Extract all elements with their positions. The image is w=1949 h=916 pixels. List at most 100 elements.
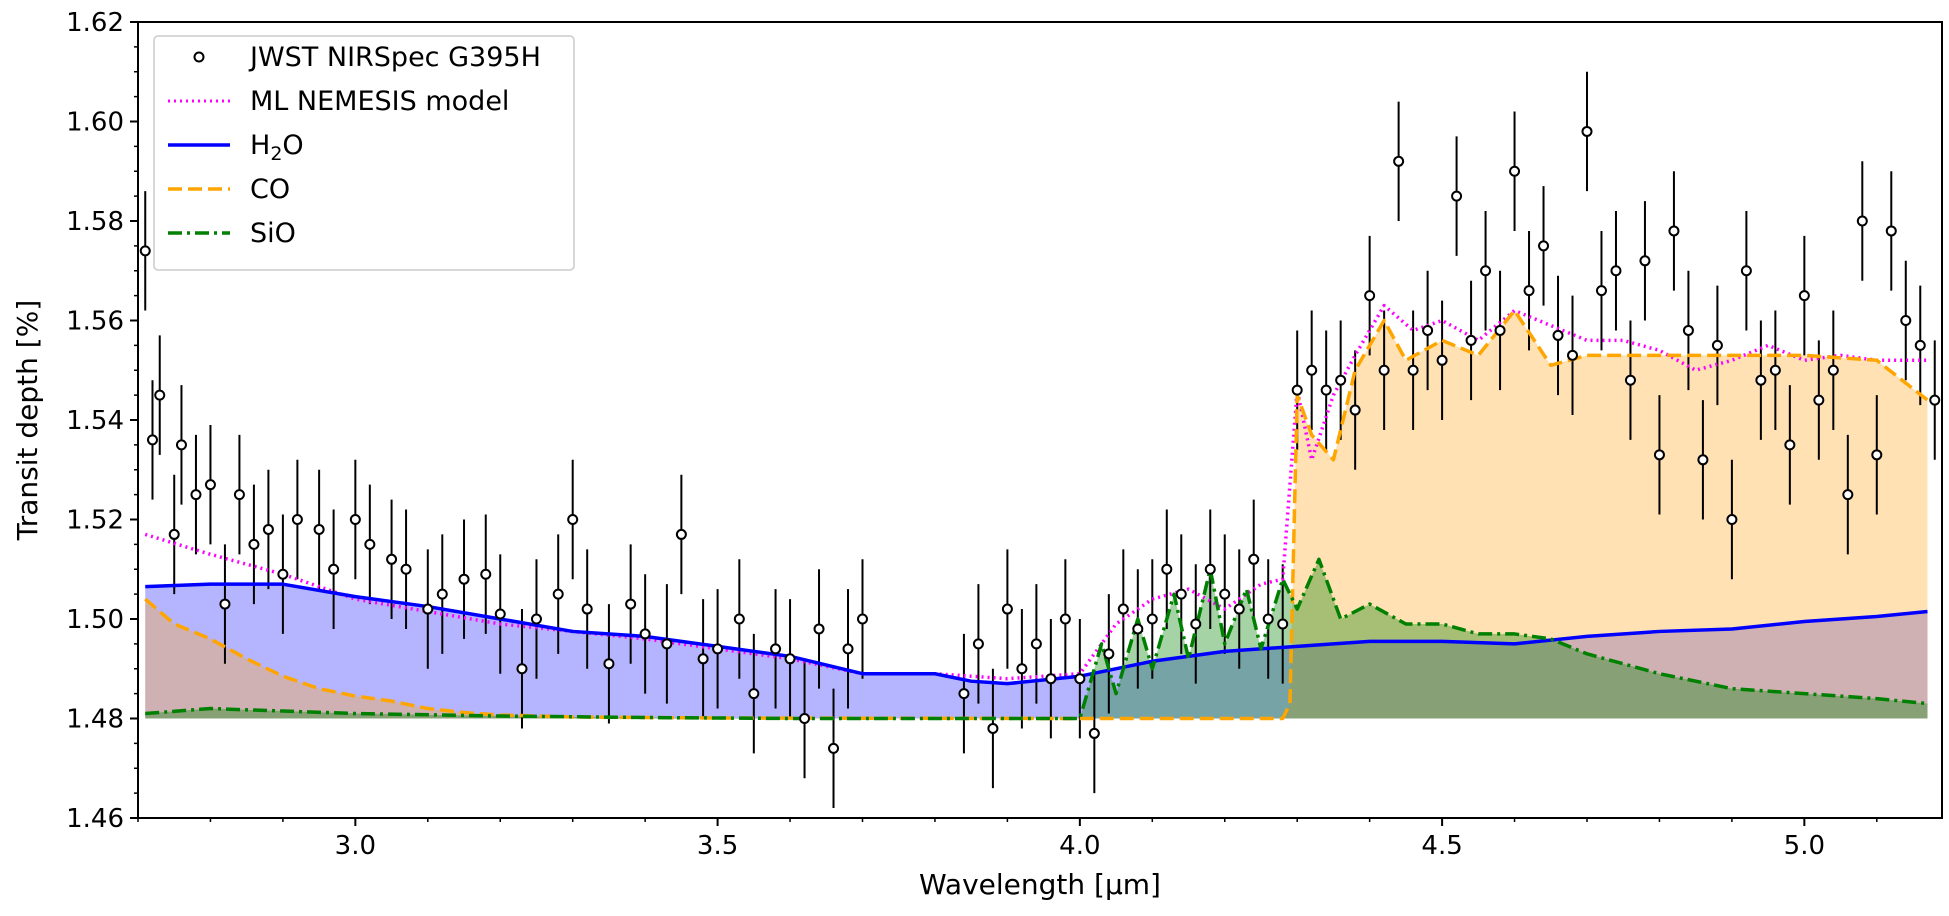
data-point [291, 514, 303, 525]
data-point [1509, 165, 1521, 177]
data-point [581, 603, 593, 615]
data-point [712, 643, 724, 655]
data-point [400, 563, 412, 575]
data-point [1306, 364, 1318, 376]
data-point [748, 688, 760, 700]
data-point [1335, 374, 1347, 386]
data-point [1538, 240, 1550, 252]
legend-box [153, 35, 575, 271]
data-point [349, 514, 361, 525]
data-point [1798, 290, 1810, 302]
data-point [1769, 364, 1781, 376]
data-point [277, 568, 289, 580]
data-point [1451, 190, 1463, 202]
data-point [494, 608, 506, 620]
line-h2o [145, 582, 1928, 686]
data-point [168, 528, 180, 540]
data-point [204, 479, 216, 491]
data-point [1349, 404, 1361, 416]
data-point [1842, 489, 1854, 501]
data-point [1914, 339, 1926, 351]
data-point [328, 563, 340, 575]
data-point [1494, 324, 1506, 336]
data-point [958, 688, 970, 700]
x-axis-label: Wavelength [μm] [919, 868, 1161, 901]
data-point [1740, 265, 1752, 277]
data-point [1277, 618, 1289, 630]
data-point [799, 713, 811, 724]
data-point [1001, 603, 1013, 615]
data-point [784, 653, 796, 665]
data-point [552, 588, 564, 600]
y-tick-label: 1.60 [66, 108, 124, 138]
data-point [1393, 155, 1405, 167]
x-tick-label: 4.0 [1059, 831, 1100, 861]
data-point [1827, 364, 1839, 376]
y-tick-label: 1.58 [66, 207, 124, 237]
data-point [1813, 394, 1825, 406]
fill-sio [145, 559, 1928, 719]
data-point [1320, 384, 1332, 396]
data-point [516, 663, 528, 675]
data-point [1436, 354, 1448, 366]
data-point [219, 598, 231, 610]
data-point [1523, 285, 1535, 297]
data-point [1175, 588, 1187, 600]
data-point [262, 523, 274, 535]
data-point [972, 638, 984, 650]
data-point [639, 628, 651, 640]
data-point [1190, 618, 1202, 630]
data-point [987, 722, 999, 734]
legend-label-model: ML NEMESIS model [250, 86, 509, 117]
x-tick-label: 3.5 [697, 831, 738, 861]
data-point [1407, 364, 1419, 376]
x-tick-label: 5.0 [1784, 831, 1825, 861]
data-point [1784, 439, 1796, 451]
data-point [313, 523, 325, 535]
data-point [1103, 648, 1115, 660]
legend-entry-data: JWST NIRSpec G395H [193, 42, 541, 73]
legend-label-data: JWST NIRSpec G395H [248, 42, 541, 73]
legend-entry-model: ML NEMESIS model [168, 86, 509, 117]
y-tick-label: 1.56 [66, 307, 124, 337]
legend-entry-co: CO [168, 174, 290, 205]
line-sio [145, 557, 1928, 721]
data-point [1161, 563, 1173, 575]
data-point [1262, 613, 1274, 625]
data-point [697, 653, 709, 665]
legend-entry-sio: SiO [168, 218, 296, 249]
y-tick-label: 1.48 [66, 705, 124, 735]
data-point [733, 613, 745, 625]
data-point [1567, 349, 1579, 361]
data-point [1682, 324, 1694, 336]
data-point [458, 573, 470, 585]
data-point [248, 538, 260, 550]
data-point [530, 613, 542, 625]
data-point [1929, 394, 1941, 406]
data-point [813, 623, 825, 635]
x-axis-ticks: 3.0 3.5 4.0 4.5 5.0 [137, 818, 1878, 861]
data-point [1653, 449, 1665, 461]
data-point [1900, 315, 1912, 326]
data-point [1378, 364, 1390, 376]
data-point [1711, 339, 1723, 351]
x-tick-label: 4.5 [1421, 831, 1462, 861]
y-tick-label: 1.46 [66, 804, 124, 834]
data-point [1045, 673, 1057, 685]
data-point [1204, 563, 1216, 575]
data-point [1364, 290, 1376, 302]
data-point [1856, 215, 1868, 227]
data-point [1016, 663, 1028, 675]
data-point [625, 598, 637, 610]
legend-label-co: CO [250, 174, 290, 205]
data-point [1552, 329, 1564, 341]
data-point [1726, 514, 1738, 525]
y-axis-ticks: 1.46 1.48 1.50 1.52 1.54 1.56 1.58 1.60 1.62 [66, 8, 138, 834]
legend: JWST NIRSpec G395H ML NEMESIS model H2O … [153, 35, 575, 271]
data-point [856, 613, 868, 625]
data-point [603, 658, 615, 670]
data-point [1465, 334, 1477, 346]
fill-h2o [145, 584, 1928, 719]
